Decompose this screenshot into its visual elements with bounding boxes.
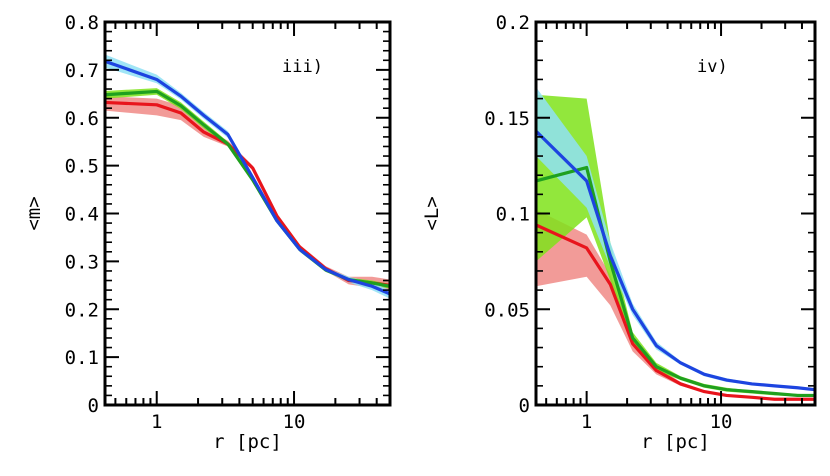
axis-ticks [105,21,391,406]
y-tick-label: 0.3 [65,251,99,273]
y-tick-label: 0.1 [496,204,530,226]
uncertainty-bands [536,87,815,401]
axis-ticks [536,21,816,406]
x-tick-label: 10 [710,411,733,433]
line-blue [536,130,815,392]
y-tick-label: 0 [519,395,530,417]
line-red [105,100,390,287]
series-lines [536,130,815,401]
y-tick-label: 0.5 [65,156,99,178]
y-tick-label: 0.05 [484,299,530,321]
line-blue [105,59,390,296]
band-red [105,96,390,291]
x-axis-label: r [pc] [213,431,282,453]
tick-labels: 1 10 0 0.05 0.1 0.15 0.2 [484,12,732,433]
band-green [536,94,815,397]
chart-panel-mass: 1 10 0 0.1 0.2 0.3 0.4 0.5 0.6 0.7 0.8 iii) r [pc]… [23,12,392,453]
y-tick-label: 0.1 [65,347,99,369]
y-tick-label: 0.7 [65,60,99,82]
y-tick-label: 0.15 [484,108,530,130]
line-green [105,89,390,288]
y-tick-label: 0.6 [65,108,99,130]
series-lines [105,59,390,296]
y-tick-label: 0 [88,395,99,417]
band-green [105,88,390,289]
y-tick-label: 0.2 [65,299,99,321]
y-axis-label: <L> [421,196,443,230]
y-axis-label: <m> [23,196,45,230]
panel-label: iii) [282,57,323,77]
x-tick-label: 1 [581,411,592,433]
x-tick-label: 1 [151,411,162,433]
x-tick-label: 10 [283,411,306,433]
line-red [536,223,815,401]
y-tick-label: 0.4 [65,204,99,226]
panel-label: iv) [697,57,728,77]
y-tick-label: 0.2 [496,12,530,34]
y-tick-label: 0.8 [65,12,99,34]
band-red [536,209,815,401]
x-axis-label: r [pc] [641,431,710,453]
chart-panel-luminosity: 1 10 0 0.05 0.1 0.15 0.2 iv) r [pc] <L> [421,12,817,453]
tick-labels: 1 10 0 0.1 0.2 0.3 0.4 0.5 0.6 0.7 0.8 [65,12,306,433]
